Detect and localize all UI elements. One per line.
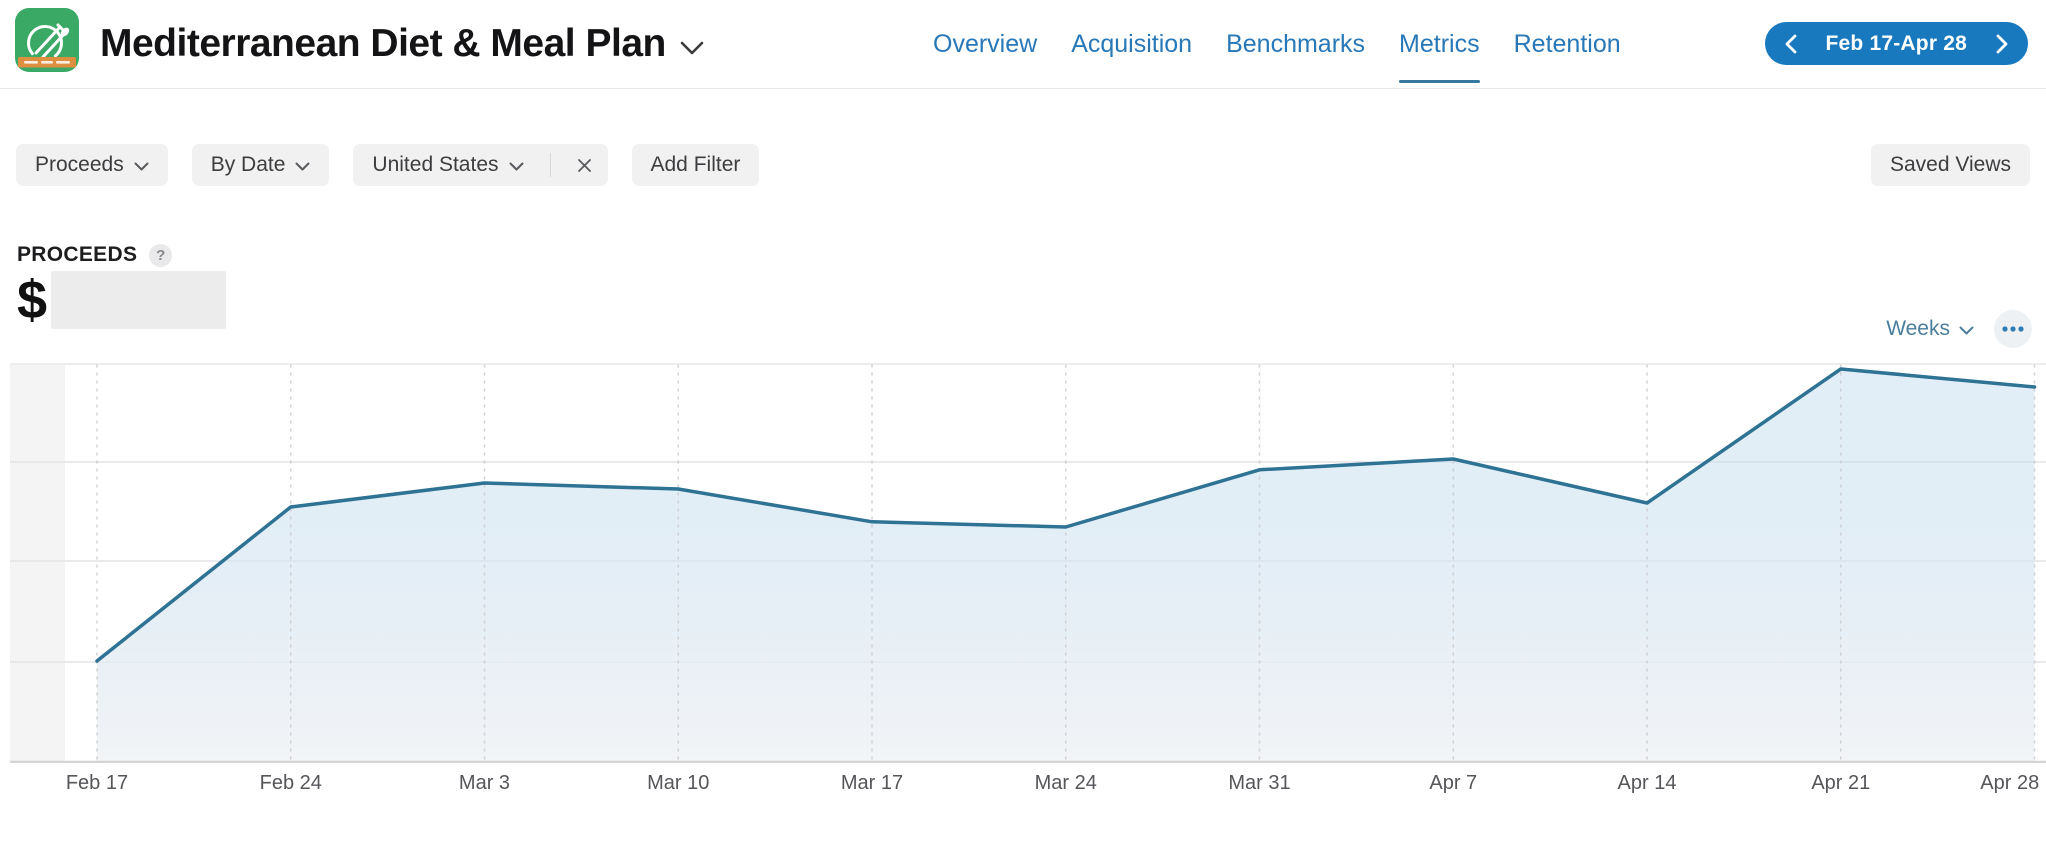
next-period-button[interactable] xyxy=(1993,32,2011,56)
saved-views-button[interactable]: Saved Views xyxy=(1870,144,2030,186)
currency-symbol: $ xyxy=(17,270,48,330)
territory-filter-dropdown[interactable]: United States xyxy=(353,144,539,186)
x-axis-label: Mar 10 xyxy=(647,772,710,794)
metric-header: PROCEEDS ? xyxy=(17,243,173,267)
chevron-down-icon xyxy=(509,162,523,170)
pill-divider xyxy=(549,153,551,177)
x-axis-label: Apr 21 xyxy=(1811,772,1871,794)
territory-filter-label: United States xyxy=(372,153,499,176)
close-icon xyxy=(577,158,591,172)
metric-title: PROCEEDS xyxy=(17,243,138,266)
tab-retention[interactable]: Retention xyxy=(1513,29,1621,58)
granularity-label: Weeks xyxy=(1886,317,1950,340)
add-filter-button[interactable]: Add Filter xyxy=(631,144,760,186)
x-axis-label: Apr 28 xyxy=(1980,772,2040,794)
group-by-label: By Date xyxy=(210,153,286,176)
x-axis-label: Apr 7 xyxy=(1429,772,1478,794)
metric-value: $ xyxy=(17,270,227,330)
saved-views-label: Saved Views xyxy=(1889,153,2011,176)
territory-filter: United States xyxy=(353,144,608,186)
metric-filter-label: Proceeds xyxy=(35,153,124,176)
tab-acquisition[interactable]: Acquisition xyxy=(1071,29,1193,58)
app-header: Mediterranean Diet & Meal Plan Overview A… xyxy=(0,0,2046,89)
group-by-dropdown[interactable]: By Date xyxy=(191,144,330,186)
tab-benchmarks[interactable]: Benchmarks xyxy=(1226,29,1366,58)
redacted-value xyxy=(51,271,227,329)
chevron-left-icon xyxy=(1785,34,1796,53)
help-icon[interactable]: ? xyxy=(149,243,173,267)
tab-metrics[interactable]: Metrics xyxy=(1399,0,1480,88)
x-axis-label: Mar 3 xyxy=(458,772,511,794)
chevron-down-icon xyxy=(680,41,704,55)
metric-filter-dropdown[interactable]: Proceeds xyxy=(16,144,168,186)
remove-territory-filter-button[interactable] xyxy=(561,144,608,186)
granularity-dropdown[interactable]: Weeks xyxy=(1886,317,1974,341)
date-range-picker[interactable]: Feb 17-Apr 28 xyxy=(1764,22,2028,65)
chevron-down-icon xyxy=(134,162,149,170)
chevron-down-icon xyxy=(295,162,310,170)
app-icon xyxy=(15,8,79,72)
chart-plot[interactable] xyxy=(0,363,2046,763)
x-axis-label: Mar 31 xyxy=(1228,772,1291,794)
more-options-button[interactable] xyxy=(1994,310,2032,348)
icon-banner-text-marks xyxy=(24,61,70,64)
tab-overview[interactable]: Overview xyxy=(933,29,1038,58)
x-axis-label: Mar 24 xyxy=(1034,772,1097,794)
chart-controls: Weeks xyxy=(1886,310,2032,348)
x-axis-label: Feb 17 xyxy=(65,772,129,794)
fork-and-spoon-glyph xyxy=(34,23,67,59)
app-switcher[interactable]: Mediterranean Diet & Meal Plan xyxy=(100,0,704,88)
primary-nav: Overview Acquisition Benchmarks Metrics Rete… xyxy=(933,0,1621,88)
proceeds-chart[interactable] xyxy=(0,363,2046,763)
page-title: Mediterranean Diet & Meal Plan xyxy=(100,22,666,65)
x-axis-labels: Feb 17 Feb 24 Mar 3 Mar 10 Mar 17 Mar 24 Mar 3… xyxy=(0,766,2046,802)
filter-bar: Proceeds By Date United States xyxy=(16,144,2030,186)
pre-range-band xyxy=(10,364,65,761)
x-axis-label: Apr 14 xyxy=(1617,772,1677,794)
x-axis-label: Feb 24 xyxy=(259,772,322,794)
date-range-label: Feb 17-Apr 28 xyxy=(1825,31,1967,55)
x-axis-label: Mar 17 xyxy=(840,772,904,794)
ellipsis-icon xyxy=(2002,326,2024,332)
add-filter-label: Add Filter xyxy=(650,153,741,176)
chevron-down-icon xyxy=(1959,326,1974,335)
proceeds-line xyxy=(95,367,2037,663)
chevron-right-icon xyxy=(1996,34,2008,53)
previous-period-button[interactable] xyxy=(1782,32,1800,56)
